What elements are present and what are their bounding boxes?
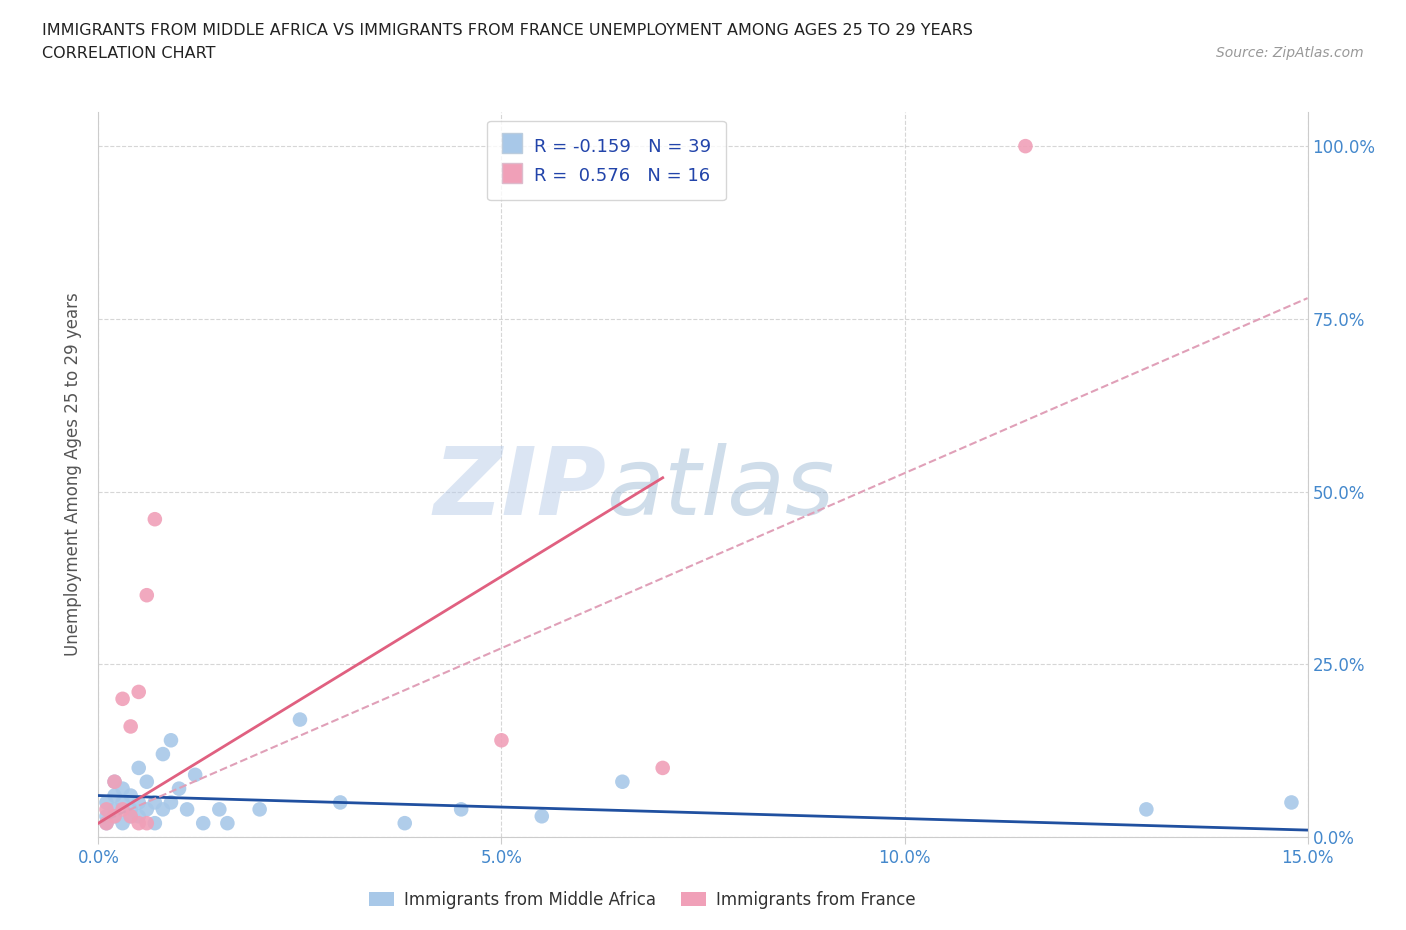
Point <box>135 816 157 830</box>
Point <box>103 788 125 803</box>
Point <box>193 816 215 830</box>
Point <box>111 816 134 830</box>
Point <box>120 719 142 734</box>
Point <box>135 775 157 790</box>
Point <box>249 802 271 817</box>
Point <box>450 802 472 817</box>
Point <box>143 512 166 526</box>
Text: CORRELATION CHART: CORRELATION CHART <box>42 46 215 61</box>
Point <box>111 795 134 810</box>
Point <box>128 761 150 776</box>
Point <box>1014 139 1036 153</box>
Point <box>96 816 118 830</box>
Point <box>128 816 150 830</box>
Text: atlas: atlas <box>606 444 835 535</box>
Point <box>329 795 352 810</box>
Point <box>143 795 166 810</box>
Point <box>152 747 174 762</box>
Point <box>120 809 142 824</box>
Point <box>103 775 125 790</box>
Point <box>160 795 183 810</box>
Point <box>288 712 311 727</box>
Point <box>135 588 157 603</box>
Point <box>96 802 118 817</box>
Point <box>135 802 157 817</box>
Y-axis label: Unemployment Among Ages 25 to 29 years: Unemployment Among Ages 25 to 29 years <box>65 292 83 657</box>
Point <box>128 795 150 810</box>
Legend: Immigrants from Middle Africa, Immigrants from France: Immigrants from Middle Africa, Immigrant… <box>363 884 922 916</box>
Text: ZIP: ZIP <box>433 443 606 535</box>
Point <box>96 816 118 830</box>
Point <box>120 788 142 803</box>
Point <box>167 781 190 796</box>
Point <box>111 781 134 796</box>
Point <box>217 816 239 830</box>
Point <box>128 684 150 699</box>
Point <box>491 733 513 748</box>
Point <box>1135 802 1157 817</box>
Point <box>128 809 150 824</box>
Text: IMMIGRANTS FROM MIDDLE AFRICA VS IMMIGRANTS FROM FRANCE UNEMPLOYMENT AMONG AGES : IMMIGRANTS FROM MIDDLE AFRICA VS IMMIGRA… <box>42 23 973 38</box>
Point <box>120 802 142 817</box>
Point <box>1281 795 1303 810</box>
Point <box>394 816 416 830</box>
Point <box>152 802 174 817</box>
Text: Source: ZipAtlas.com: Source: ZipAtlas.com <box>1216 46 1364 60</box>
Point <box>96 795 118 810</box>
Point <box>111 802 134 817</box>
Point <box>103 775 125 790</box>
Point <box>96 809 118 824</box>
Point <box>208 802 231 817</box>
Point <box>103 809 125 824</box>
Point <box>111 691 134 706</box>
Point <box>651 761 673 776</box>
Point <box>120 809 142 824</box>
Point <box>184 767 207 782</box>
Point <box>103 809 125 824</box>
Point <box>530 809 553 824</box>
Point <box>176 802 198 817</box>
Point <box>103 802 125 817</box>
Point <box>612 775 634 790</box>
Point <box>143 816 166 830</box>
Point <box>160 733 183 748</box>
